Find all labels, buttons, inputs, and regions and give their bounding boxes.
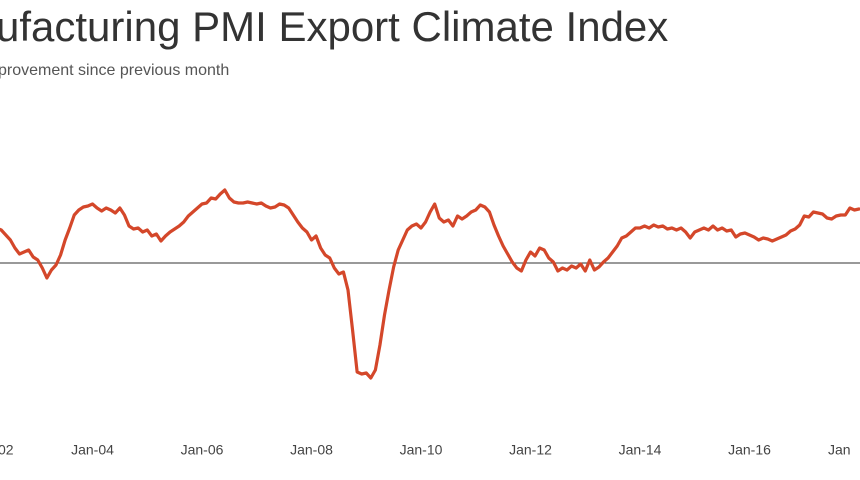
data-line [0, 188, 860, 380]
x-tick-label: 02 [0, 442, 14, 458]
x-tick-label: Jan-06 [181, 442, 224, 458]
x-tick-label: Jan-12 [509, 442, 552, 458]
chart-title: ufacturing PMI Export Climate Index [0, 3, 668, 50]
x-tick-label: Jan [828, 442, 851, 458]
x-tick-label: Jan-16 [728, 442, 771, 458]
chart-subtitle: provement since previous month [0, 62, 229, 79]
x-tick-label: Jan-14 [619, 442, 662, 458]
x-tick-label: Jan-04 [71, 442, 114, 458]
x-tick-label: Jan-08 [290, 442, 333, 458]
x-tick-label: Jan-10 [400, 442, 443, 458]
